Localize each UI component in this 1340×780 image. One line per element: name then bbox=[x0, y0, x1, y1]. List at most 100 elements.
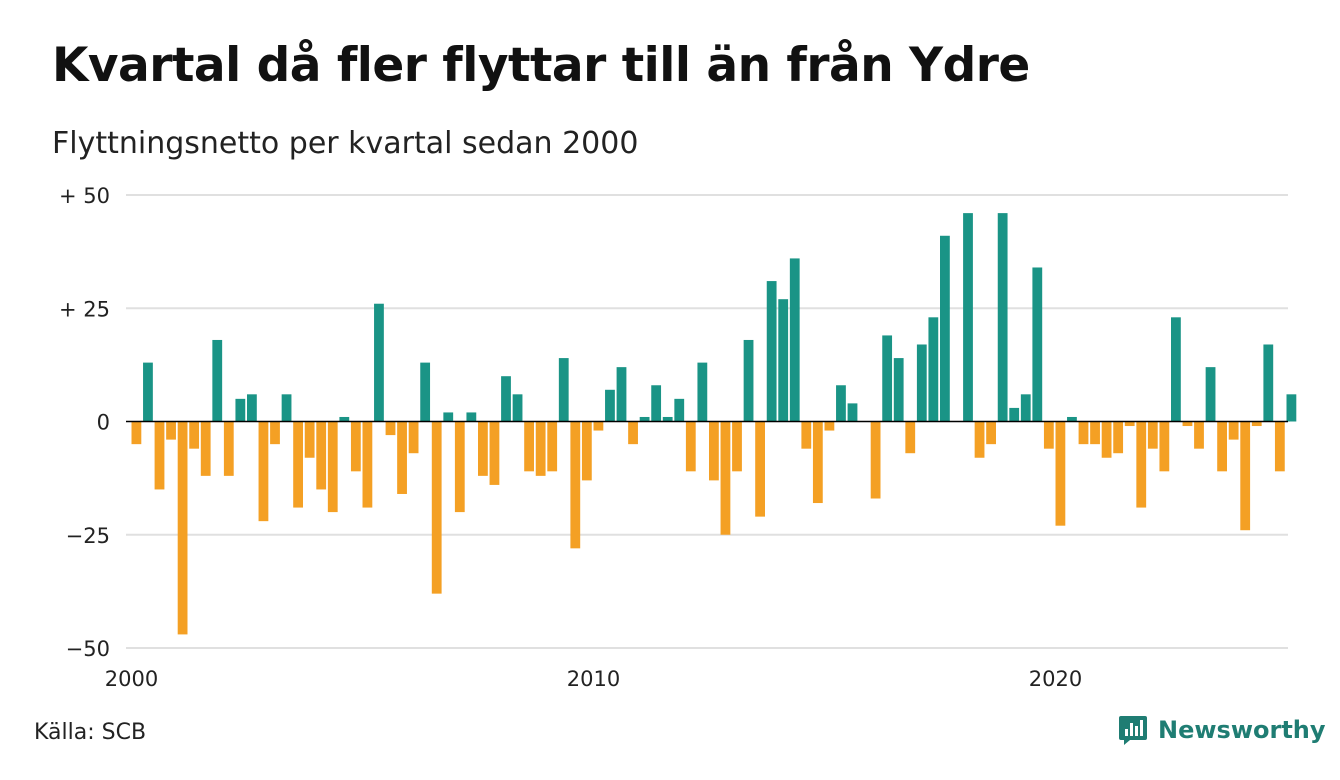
bar bbox=[974, 421, 985, 458]
bar-chart: + 50 + 25 0 −25 −50 2000 2010 2020 bbox=[59, 184, 1297, 691]
bar bbox=[639, 416, 650, 422]
bar bbox=[963, 213, 973, 422]
bar bbox=[512, 394, 523, 422]
y-tick-label: −50 bbox=[66, 637, 110, 661]
bar bbox=[570, 421, 581, 549]
y-tick-label: 0 bbox=[97, 411, 110, 435]
bar bbox=[616, 367, 627, 422]
bar bbox=[1124, 421, 1135, 427]
bar bbox=[1217, 421, 1227, 472]
bar bbox=[1171, 317, 1181, 422]
bar bbox=[535, 421, 546, 476]
bar-chart-logo-icon bbox=[1119, 716, 1147, 745]
bar bbox=[478, 421, 488, 476]
bar bbox=[1067, 416, 1077, 422]
bar bbox=[986, 421, 996, 445]
bar bbox=[547, 421, 558, 472]
bar bbox=[374, 303, 384, 422]
bar bbox=[1055, 421, 1066, 526]
bar bbox=[154, 421, 165, 490]
y-tick-label: + 25 bbox=[59, 297, 110, 321]
bar bbox=[801, 421, 812, 449]
bar bbox=[1274, 421, 1285, 472]
bar bbox=[408, 421, 419, 454]
bar bbox=[1251, 421, 1262, 427]
bar bbox=[870, 421, 881, 499]
bar bbox=[223, 421, 234, 476]
bar bbox=[1194, 421, 1204, 449]
x-tick-label: 2020 bbox=[1029, 667, 1082, 691]
bar bbox=[905, 421, 916, 454]
bar bbox=[166, 421, 176, 440]
bar bbox=[177, 421, 188, 635]
bar bbox=[362, 421, 373, 508]
bar bbox=[882, 335, 893, 422]
bar bbox=[131, 421, 142, 445]
bar bbox=[593, 421, 604, 431]
bar bbox=[397, 421, 407, 494]
bar bbox=[339, 416, 350, 422]
bar bbox=[327, 421, 338, 513]
bar bbox=[1205, 367, 1216, 422]
bar bbox=[720, 421, 731, 535]
grid-lines bbox=[126, 194, 1288, 649]
bar bbox=[778, 299, 789, 422]
x-tick-label: 2010 bbox=[567, 667, 620, 691]
bar bbox=[997, 213, 1008, 422]
bar bbox=[743, 339, 754, 422]
bar bbox=[1240, 421, 1251, 531]
brand-logo[interactable]: Newsworthy bbox=[1118, 714, 1326, 746]
bar bbox=[247, 394, 257, 422]
bar bbox=[258, 421, 269, 522]
bar bbox=[685, 421, 696, 472]
bar bbox=[1032, 267, 1043, 422]
bar bbox=[235, 398, 246, 422]
bar bbox=[1182, 421, 1193, 427]
bar-series bbox=[131, 213, 1297, 635]
bar bbox=[524, 421, 534, 472]
bar bbox=[1136, 421, 1147, 508]
bar bbox=[443, 412, 454, 422]
bar bbox=[674, 398, 685, 422]
bar bbox=[1286, 394, 1297, 422]
bar bbox=[824, 421, 835, 431]
bar bbox=[812, 421, 823, 504]
source-note: Källa: SCB bbox=[34, 720, 147, 745]
bar bbox=[605, 389, 615, 422]
brand-name: Newsworthy bbox=[1158, 716, 1326, 744]
bar bbox=[1263, 344, 1274, 422]
bar bbox=[940, 235, 950, 422]
bar bbox=[489, 421, 500, 485]
bar bbox=[847, 403, 858, 422]
bar bbox=[1043, 421, 1054, 449]
bar bbox=[316, 421, 327, 490]
bar bbox=[1090, 421, 1100, 445]
bar bbox=[709, 421, 719, 481]
bar bbox=[385, 421, 396, 436]
chart-subtitle: Flyttningsnetto per kvartal sedan 2000 bbox=[52, 126, 639, 161]
x-axis: 2000 2010 2020 bbox=[105, 667, 1082, 691]
bar bbox=[143, 362, 153, 422]
bar bbox=[697, 362, 708, 422]
bar bbox=[1147, 421, 1158, 449]
bar bbox=[454, 421, 465, 513]
bar bbox=[1159, 421, 1170, 472]
y-tick-label: −25 bbox=[66, 524, 110, 548]
bar bbox=[916, 344, 927, 422]
bar bbox=[1113, 421, 1124, 454]
bar bbox=[581, 421, 592, 481]
bar bbox=[766, 281, 777, 422]
y-axis: + 50 + 25 0 −25 −50 bbox=[59, 184, 110, 661]
bar bbox=[431, 421, 442, 594]
bar bbox=[1020, 394, 1031, 422]
bar bbox=[350, 421, 361, 472]
bar bbox=[628, 421, 638, 445]
bar bbox=[1101, 421, 1112, 458]
bar bbox=[420, 362, 431, 422]
bar bbox=[304, 421, 315, 458]
bar bbox=[732, 421, 742, 472]
chart-title: Kvartal då fler flyttar till än från Ydr… bbox=[52, 38, 1030, 93]
bar bbox=[189, 421, 200, 449]
bar bbox=[928, 317, 939, 422]
bar bbox=[200, 421, 211, 476]
